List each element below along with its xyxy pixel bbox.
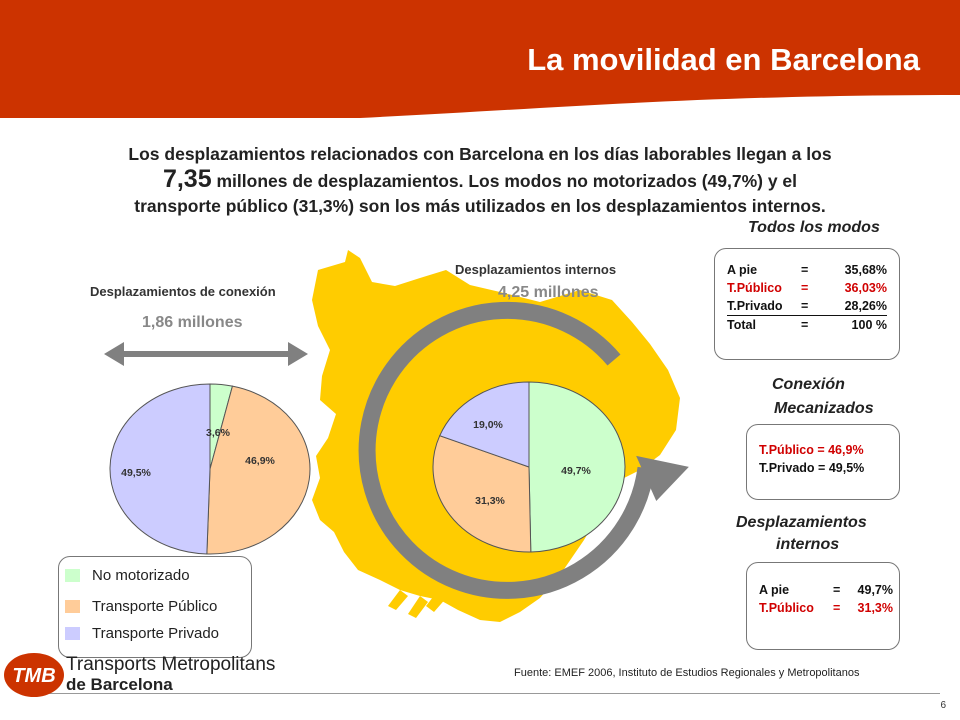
info-row: A pie = 35,68%	[727, 261, 887, 279]
legend: No motorizado Transporte Público Transpo…	[58, 556, 252, 658]
info-row-value: 36,03%	[844, 281, 887, 295]
todos-box: A pie = 35,68% T.Público = 36,03% T.Privado = 28…	[714, 248, 900, 360]
legend-item-transporte-publico: Transporte Público	[65, 598, 217, 615]
intro-line1: Los desplazamientos relacionados con Bar…	[128, 144, 832, 164]
pie-slice-label: 49,5%	[121, 467, 151, 479]
internos-heading-2: internos	[776, 536, 840, 553]
pie-conexion-subtitle: 1,86 millones	[142, 314, 243, 331]
internos-box: A pie = 49,7% T.Público = 31,3%	[746, 562, 900, 650]
source-note: Fuente: EMEF 2006, Instituto de Estudios…	[514, 667, 860, 679]
tmb-brand: Transports Metropolitans de Barcelona	[66, 655, 275, 695]
legend-label: Transporte Privado	[92, 625, 220, 642]
legend-item-transporte-privado: Transporte Privado	[65, 625, 219, 642]
info-row-sep: =	[801, 318, 809, 332]
pie-slice-label: 3,6%	[206, 427, 231, 439]
tmb-logo-ellipse	[4, 653, 64, 697]
map-coast-pier-1	[426, 588, 448, 612]
double-arrow-head-right	[288, 342, 308, 366]
circular-arrow-head	[636, 455, 689, 502]
map-coast-pier-2	[408, 596, 428, 618]
info-row-label: T.Público	[727, 281, 782, 295]
pie-slice-transporte-público	[432, 435, 532, 553]
info-row: T.Público = 31,3%	[759, 599, 893, 617]
info-row: T.Público = 36,03%	[727, 279, 887, 297]
conexion-heading-2: Mecanizados	[774, 400, 874, 417]
todos-heading: Todos los modos	[748, 219, 880, 236]
info-row: Total = 100 %	[727, 316, 887, 334]
intro-line3: transporte público (31,3%) son los más u…	[134, 196, 826, 216]
circular-arrow-body	[358, 301, 655, 599]
intro-text: Los desplazamientos relacionados con Bar…	[40, 142, 920, 219]
map-coast-pier-3	[388, 590, 408, 610]
info-row-label: T.Público	[759, 601, 814, 615]
conexion-box: T.Público = 46,9% T.Privado = 49,5%	[746, 424, 900, 500]
pie-slice-no-motorizado	[528, 381, 626, 553]
info-row-sep: =	[801, 299, 809, 313]
legend-item-no-motorizado: No motorizado	[65, 567, 190, 584]
pie-slice-transporte-privado	[109, 383, 211, 555]
page-title: La movilidad en Barcelona	[527, 42, 920, 77]
legend-swatch-transporte-publico	[65, 600, 80, 613]
info-row-sep: =	[833, 601, 841, 615]
pie-slice-label: 46,9%	[245, 455, 275, 467]
legend-label: Transporte Público	[92, 598, 218, 615]
pie-conexion-title: Desplazamientos de conexión	[90, 284, 276, 299]
conexion-heading-1: Conexión	[772, 376, 845, 393]
intro-line2: millones de desplazamientos. Los modos n…	[211, 171, 798, 191]
info-row-value: 49,7%	[857, 583, 893, 597]
legend-swatch-transporte-privado	[65, 627, 80, 640]
header-shape	[0, 0, 960, 118]
internos-heading-1: Desplazamientos	[736, 514, 867, 531]
info-row-value: 31,3%	[857, 601, 893, 615]
info-row-label: A pie	[759, 583, 790, 597]
pie-internos-title: Desplazamientos internos	[455, 262, 617, 277]
info-row-sep: =	[801, 281, 809, 295]
pie-slice-label: 31,3%	[475, 495, 505, 507]
conexion-row-privado: T.Privado = 49,5%	[759, 461, 865, 475]
legend-label: No motorizado	[92, 567, 190, 584]
info-row-value: 100 %	[851, 318, 887, 332]
info-row-sep: =	[801, 263, 809, 277]
tmb-logo: TMB	[4, 653, 64, 697]
intro-total-number: 7,35	[162, 165, 212, 193]
pie-slice-transporte-público	[206, 385, 311, 555]
info-row: T.Privado = 28,26%	[727, 297, 887, 316]
pie-internos-subtitle: 4,25 millones	[498, 284, 599, 301]
info-row-sep: =	[833, 583, 841, 597]
info-row-label: Total	[727, 318, 756, 332]
pie-slice-label: 19,0%	[473, 419, 503, 431]
info-row-label: T.Privado	[727, 299, 783, 313]
tmb-brand-line2: de Barcelona	[66, 675, 173, 694]
info-row-value: 35,68%	[844, 263, 887, 277]
double-arrow-head-left	[104, 342, 124, 366]
info-row-value: 28,26%	[844, 299, 887, 313]
footer-divider	[20, 693, 940, 694]
header-banner	[0, 0, 960, 118]
pie-slice-transporte-privado	[439, 381, 530, 468]
conexion-row-publico: T.Público = 46,9%	[759, 443, 864, 457]
pie-slice-label: 49,7%	[561, 465, 591, 477]
info-row-label: A pie	[727, 263, 758, 277]
legend-swatch-no-motorizado	[65, 569, 80, 582]
tmb-brand-line1: Transports Metropolitans	[66, 654, 276, 675]
tmb-logo-text: TMB	[12, 665, 55, 687]
page-number: 6	[940, 700, 946, 711]
info-row: A pie = 49,7%	[759, 581, 893, 599]
